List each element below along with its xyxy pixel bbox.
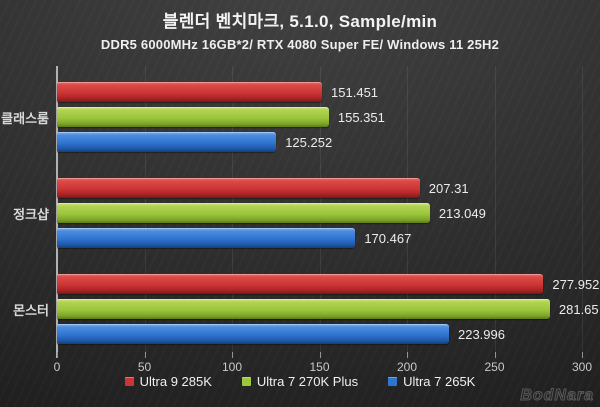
bar-row: 277.952 [57,274,599,294]
bar-row: 281.65 [57,299,599,319]
x-axis-tick [319,352,321,358]
x-axis-tick [232,352,233,358]
bar-ultra-9-285k [57,178,420,198]
value-label: 281.65 [558,301,599,317]
value-label: 151.451 [331,84,379,100]
bar-row: 125.252 [57,132,582,152]
x-axis-tick-label: 250 [484,360,505,374]
legend-swatch-icon [124,377,134,386]
bar-group: 정크샵 207.31 213.049 170.467 [0,178,600,248]
bar-row: 213.049 [57,203,582,223]
group-bars: 277.952 281.65 223.996 [57,274,599,344]
bar-row: 155.351 [57,107,582,127]
bar-row: 207.31 [57,178,582,198]
bar-ultra-7-270k-plus [57,107,329,127]
bar-row: 223.996 [57,324,582,344]
bar-row: 170.467 [57,228,582,248]
x-axis-tick-label: 200 [396,360,418,374]
legend-item: Ultra 7 265K [388,374,475,389]
x-axis-tick [57,352,58,358]
bodnara-logo: BodNara [520,387,594,405]
bar-group: 클래스룸 151.451 155.351 125.252 [0,82,600,152]
x-axis-tick-label: 300 [571,360,593,374]
legend-item: Ultra 9 285K [124,374,212,389]
legend: Ultra 9 285K Ultra 7 270K Plus Ultra 7 265… [0,374,600,389]
category-label: 정크샵 [13,206,49,222]
bar-ultra-7-265k [57,324,449,344]
value-label: 170.467 [364,230,412,246]
value-label: 125.252 [285,134,333,150]
x-axis-tick-label: 100 [221,360,243,374]
bar-ultra-7-270k-plus [57,299,550,319]
x-axis-tick-label: 150 [309,360,330,374]
bar-ultra-7-265k [57,132,277,152]
bar-ultra-9-285k [57,274,544,294]
x-axis-tick [144,352,146,358]
category-label: 몬스터 [13,302,49,318]
chart-subtitle: DDR5 6000MHz 16GB*2/ RTX 4080 Super FE/ … [100,37,500,52]
value-label: 223.996 [457,326,505,342]
x-axis-tick-label: 50 [137,360,152,374]
group-bars: 151.451 155.351 125.252 [57,82,582,152]
bar-ultra-7-270k-plus [57,203,430,223]
x-axis-tick [494,352,496,358]
group-bars: 207.31 213.049 170.467 [57,178,582,248]
x-axis-tick [407,352,408,358]
gridline [582,66,583,352]
legend-item: Ultra 7 270K Plus [241,374,359,389]
bar-ultra-7-265k [57,228,356,248]
legend-swatch-icon [241,377,251,386]
bar-ultra-9-285k [57,82,323,102]
x-axis: 0 50 100 150 200 250 300 [53,352,592,380]
category-label: 클래스룸 [1,110,49,126]
bar-groups: 클래스룸 151.451 155.351 125.252 정크샵 207.31 213.04… [0,66,600,344]
chart-title: 블렌더 벤치마크, 5.1.0, Sample/min [162,12,438,31]
gridline [494,66,496,352]
legend-label: Ultra 7 270K Plus [256,374,359,389]
value-label: 207.31 [428,180,469,196]
x-axis-tick-label: 0 [53,360,61,374]
x-axis-tick [582,352,583,358]
plot-area: 클래스룸 151.451 155.351 125.252 정크샵 207.31 213.04… [0,66,600,358]
bar-group: 몬스터 277.952 281.65 223.996 [0,274,600,344]
value-label: 213.049 [438,205,486,221]
legend-swatch-icon [388,377,398,386]
value-label: 277.952 [552,276,600,292]
legend-label: Ultra 9 285K [139,374,212,389]
bar-row: 151.451 [57,82,582,102]
value-label: 155.351 [337,109,385,125]
legend-label: Ultra 7 265K [403,374,476,389]
